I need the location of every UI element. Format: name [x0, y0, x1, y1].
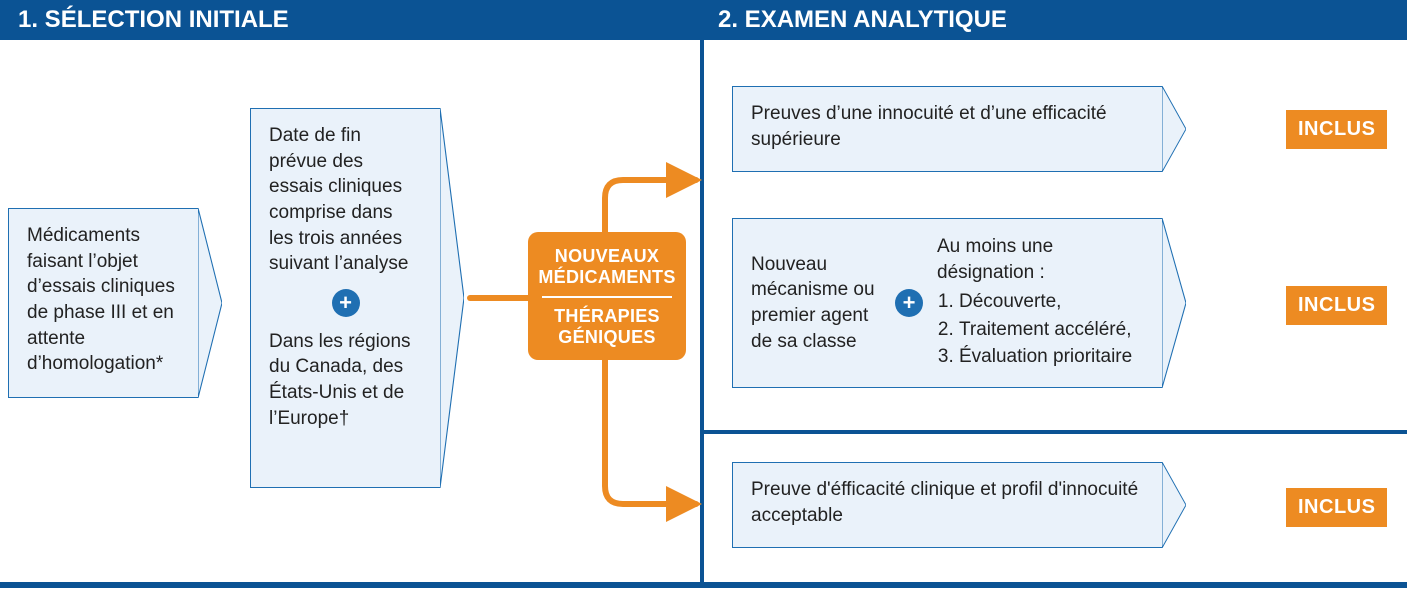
- exam-box-3-text: Preuve d'éfficacité clinique et profil d…: [751, 479, 1138, 526]
- selection-box-1: Médicaments faisant l’objet d’essais cli…: [8, 208, 198, 398]
- tag-point: [1162, 218, 1186, 388]
- diagram-container: 1. SÉLECTION INITIALE 2. EXAMEN ANALYTIQ…: [0, 0, 1407, 598]
- center-divider: [542, 296, 672, 298]
- header-section-2: 2. EXAMEN ANALYTIQUE: [700, 0, 1407, 40]
- tag-point: [440, 108, 464, 488]
- exam-box-3: Preuve d'éfficacité clinique et profil d…: [732, 462, 1162, 548]
- header-section-1: 1. SÉLECTION INITIALE: [0, 0, 700, 40]
- exam-box-2: Nouveau mécanisme ou premier agent de sa…: [732, 218, 1162, 388]
- tag-point: [1162, 462, 1186, 548]
- exam-box-1: Preuves d’une innocuité et d’une efficac…: [732, 86, 1162, 172]
- vertical-divider: [700, 40, 704, 586]
- exam-box-2-col2-title: Au moins une désignation :: [937, 234, 1144, 285]
- inclus-badge-1: INCLUS: [1286, 110, 1387, 149]
- selection-box-2-bottom: Dans les régions du Canada, des États-Un…: [269, 329, 422, 432]
- center-line-1: NOUVEAUX MÉDICAMENTS: [538, 246, 676, 288]
- designation-item: Découverte,: [959, 289, 1144, 315]
- header-bar: 1. SÉLECTION INITIALE 2. EXAMEN ANALYTIQ…: [0, 0, 1407, 40]
- selection-box-2-top: Date de fin prévue des essais cliniques …: [269, 123, 422, 277]
- plus-icon: +: [332, 289, 360, 317]
- center-orange-box: NOUVEAUX MÉDICAMENTS THÉRAPIES GÉNIQUES: [528, 232, 686, 360]
- designation-list: Découverte,Traitement accéléré,Évaluatio…: [937, 289, 1144, 370]
- bottom-bar: [0, 582, 1407, 588]
- inclus-badge-2: INCLUS: [1286, 286, 1387, 325]
- designation-item: Évaluation prioritaire: [959, 344, 1144, 370]
- plus-icon: +: [895, 289, 923, 317]
- selection-box-2: Date de fin prévue des essais cliniques …: [250, 108, 440, 488]
- tag-point: [1162, 86, 1186, 172]
- right-mid-divider: [700, 430, 1407, 434]
- center-line-2: THÉRAPIES GÉNIQUES: [538, 306, 676, 348]
- tag-point: [198, 208, 222, 398]
- inclus-badge-3: INCLUS: [1286, 488, 1387, 527]
- exam-box-1-text: Preuves d’une innocuité et d’une efficac…: [751, 103, 1107, 150]
- designation-item: Traitement accéléré,: [959, 317, 1144, 343]
- selection-box-1-text: Médicaments faisant l’objet d’essais cli…: [27, 225, 175, 374]
- exam-box-2-col1: Nouveau mécanisme ou premier agent de sa…: [751, 252, 881, 355]
